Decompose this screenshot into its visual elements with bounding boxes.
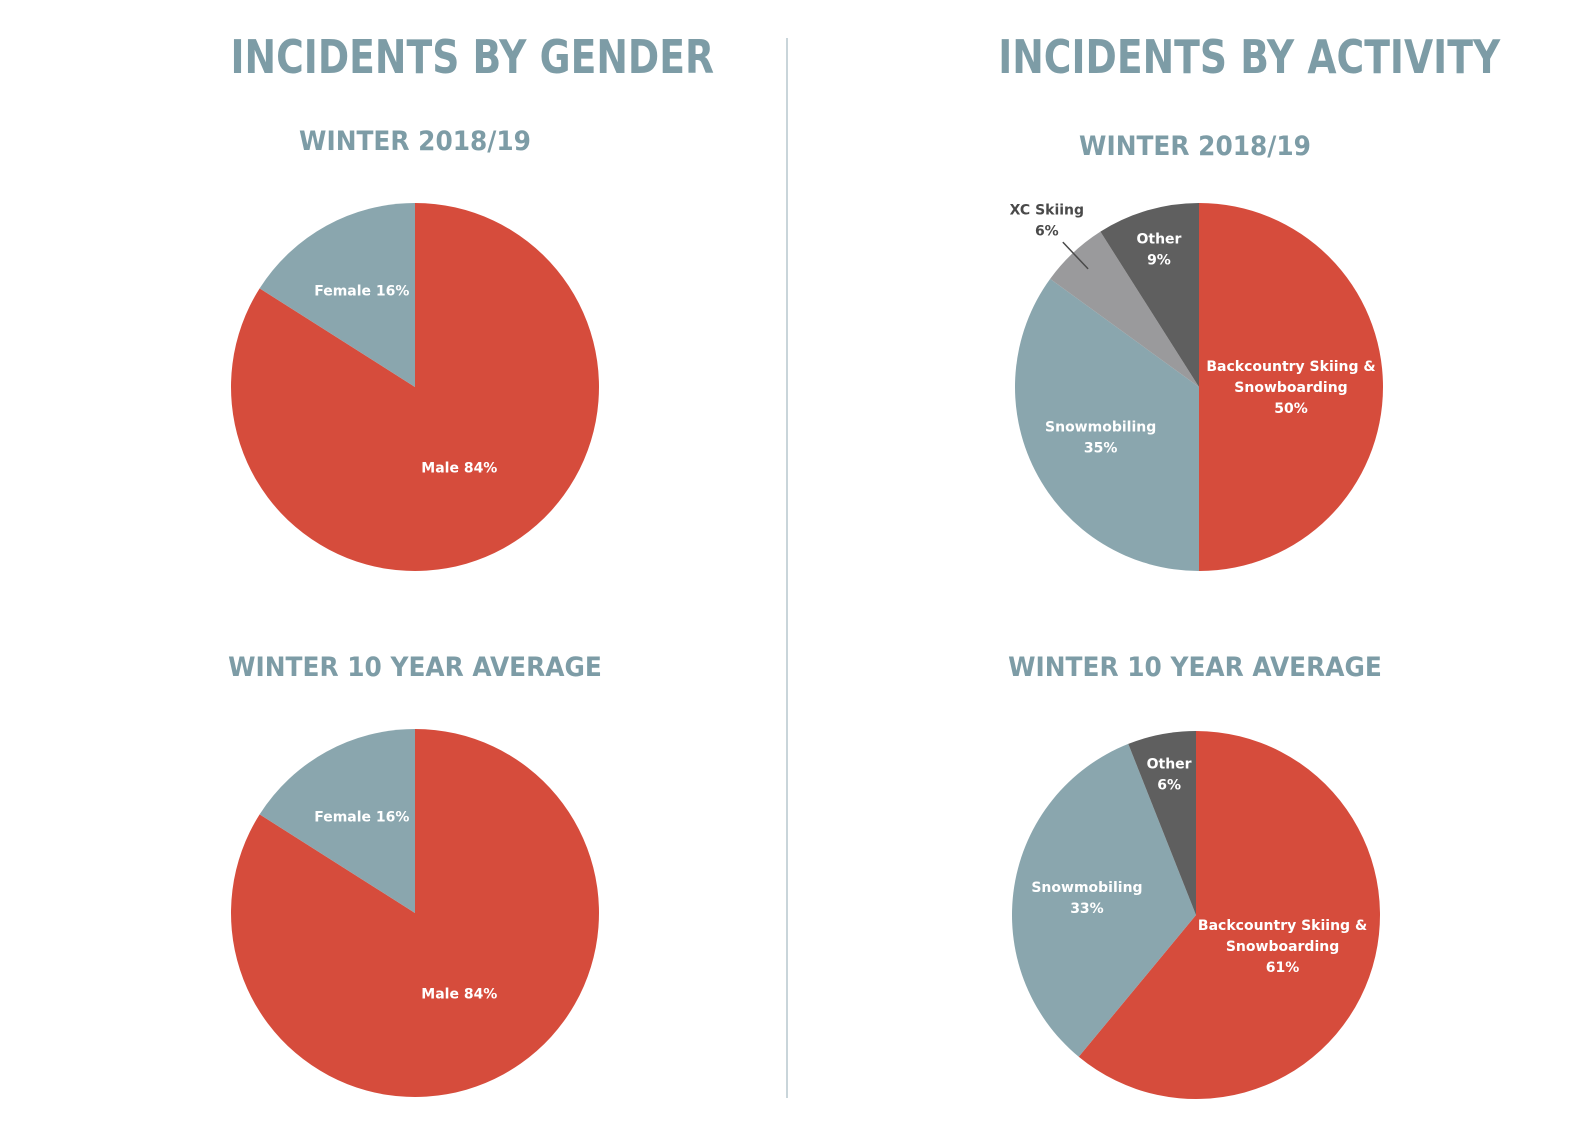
gender-10yr-slice-female-16	[259, 729, 415, 913]
activity-10yr-pie: Backcountry Skiing & Snowboarding 61% Snowm…	[1012, 731, 1380, 1099]
activity-2018-label-snowmobiling: Snowmobiling 35%	[1045, 420, 1156, 457]
activity-2018-slice-backcountry-skiing	[1199, 203, 1383, 571]
activity-2018-label-xc-skiing: XC Skiing 6%	[1010, 203, 1084, 240]
gender-2018-pie: Male 84% Female 16%	[230, 203, 599, 571]
activity-2018-leader-line-xc-skiing	[1062, 241, 1089, 270]
activity-10yr-label-other: Other 6%	[1147, 757, 1192, 794]
activity-10yr-slice-backcountry-skiing	[1078, 731, 1380, 1099]
activity-2018-chart-title: WINTER 2018/19	[1079, 131, 1311, 162]
activity-2018-slice-xc-skiing	[1050, 231, 1199, 387]
activity-10yr-label-backcountry-skiing: Backcountry Skiing & Snowboarding 61%	[1198, 918, 1367, 976]
gender-10yr-pie: Male 84% Female 16%	[230, 729, 599, 1097]
activity-section-title: INCIDENTS BY ACTIVITY	[998, 30, 1501, 84]
gender-10yr-label-female-16: Female 16%	[314, 809, 409, 825]
activity-2018-slice-other	[1100, 203, 1199, 387]
activity-2018-pie: Backcountry Skiing & Snowboarding 50% Snowm…	[1010, 203, 1383, 571]
gender-10yr-chart-title: WINTER 10 YEAR AVERAGE	[228, 652, 602, 683]
section-divider	[786, 38, 788, 1098]
gender-2018-label-female-16: Female 16%	[314, 283, 409, 299]
activity-10yr-label-snowmobiling: Snowmobiling 33%	[1031, 880, 1142, 917]
activity-10yr-chart-title: WINTER 10 YEAR AVERAGE	[1008, 652, 1382, 683]
activity-2018-slice-snowmobiling	[1015, 278, 1199, 571]
activity-2018-label-other: Other 9%	[1136, 232, 1181, 269]
gender-section-title: INCIDENTS BY GENDER	[230, 30, 715, 84]
gender-2018-slice-female-16	[259, 203, 415, 387]
gender-2018-slice-male-84	[230, 203, 599, 571]
gender-10yr-slice-male-84	[230, 729, 599, 1097]
activity-2018-label-backcountry-skiing: Backcountry Skiing & Snowboarding 50%	[1206, 359, 1375, 417]
gender-10yr-label-male-84: Male 84%	[421, 987, 497, 1003]
gender-2018-label-male-84: Male 84%	[421, 461, 497, 477]
activity-10yr-slice-other	[1128, 731, 1196, 915]
gender-2018-chart-title: WINTER 2018/19	[299, 126, 531, 157]
activity-10yr-slice-snowmobiling	[1012, 743, 1196, 1057]
